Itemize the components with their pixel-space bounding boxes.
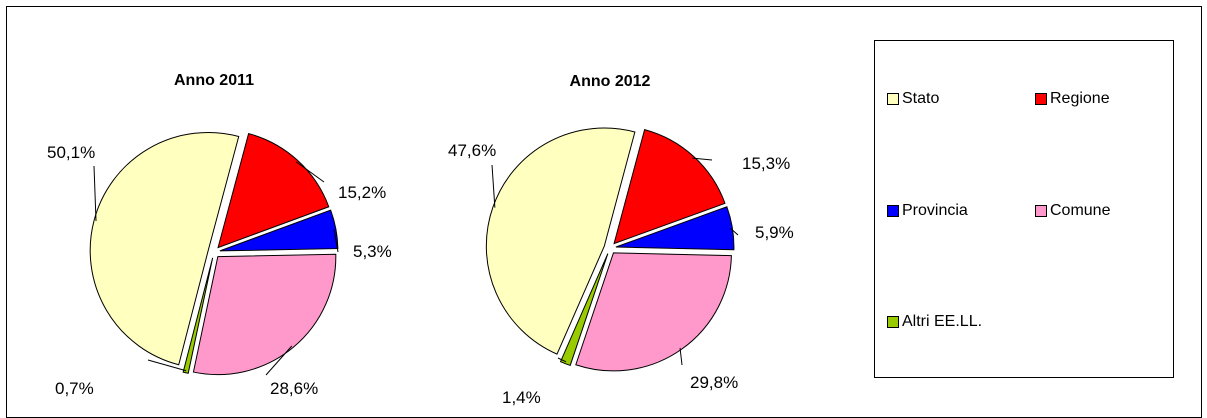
legend-label-provincia: Provincia <box>902 202 968 219</box>
legend-label-comune: Comune <box>1050 202 1111 219</box>
leader-line <box>679 347 683 366</box>
pie-chart-1: Anno 2011 50,1% 15,2% 5,3% 28,6% 0,7% <box>47 72 392 398</box>
legend-swatch-altri <box>887 316 899 328</box>
legend-item-stato: Stato <box>887 90 939 108</box>
leader-line <box>147 359 187 372</box>
data-label: 5,9% <box>755 223 794 242</box>
pie-chart-2: Anno 2012 47,6% 15,3% 5,9% 29,8% 1,4% <box>448 73 794 407</box>
leader-line <box>491 164 496 208</box>
legend-label-regione: Regione <box>1050 90 1110 107</box>
pie-slice-altri-ee-ll <box>559 253 609 367</box>
chart-title: Anno 2012 <box>570 73 651 90</box>
legend: Stato Regione Provincia Comune Altri EE.… <box>874 40 1174 378</box>
data-label: 0,7% <box>55 379 94 398</box>
chart-title: Anno 2011 <box>174 72 254 89</box>
pie-slice-regione <box>613 128 726 245</box>
legend-label-stato: Stato <box>902 90 940 107</box>
legend-swatch-regione <box>1035 93 1047 105</box>
data-label: 47,6% <box>448 141 496 160</box>
data-label: 15,3% <box>742 154 790 173</box>
leader-line <box>333 229 339 253</box>
leader-line <box>692 157 713 161</box>
pie-slice-comune <box>192 253 337 376</box>
legend-swatch-comune <box>1035 205 1047 217</box>
data-label: 15,2% <box>338 183 386 202</box>
legend-item-altri: Altri EE.LL. <box>887 313 982 331</box>
pie-slice-regione <box>217 132 330 249</box>
legend-label-altri: Altri EE.LL. <box>902 313 983 330</box>
data-label: 28,6% <box>270 379 318 398</box>
leader-line <box>557 357 567 363</box>
leader-line <box>295 161 325 183</box>
legend-item-regione: Regione <box>1035 90 1110 108</box>
legend-item-comune: Comune <box>1035 202 1110 220</box>
data-label: 5,3% <box>353 242 392 261</box>
leader-line <box>265 345 293 376</box>
pie-slice-provincia <box>615 206 735 251</box>
data-label: 1,4% <box>502 388 541 407</box>
data-label: 29,8% <box>690 373 738 392</box>
data-label: 50,1% <box>47 143 95 162</box>
pie-slice-comune <box>575 252 732 372</box>
pie-slice-stato <box>485 127 636 355</box>
pie-slice-altri-ee-ll <box>182 257 214 374</box>
leader-line <box>730 227 739 236</box>
leader-line <box>93 165 97 221</box>
pie-slice-stato <box>89 132 240 366</box>
legend-swatch-provincia <box>887 205 899 217</box>
legend-swatch-stato <box>887 93 899 105</box>
legend-item-provincia: Provincia <box>887 202 968 220</box>
